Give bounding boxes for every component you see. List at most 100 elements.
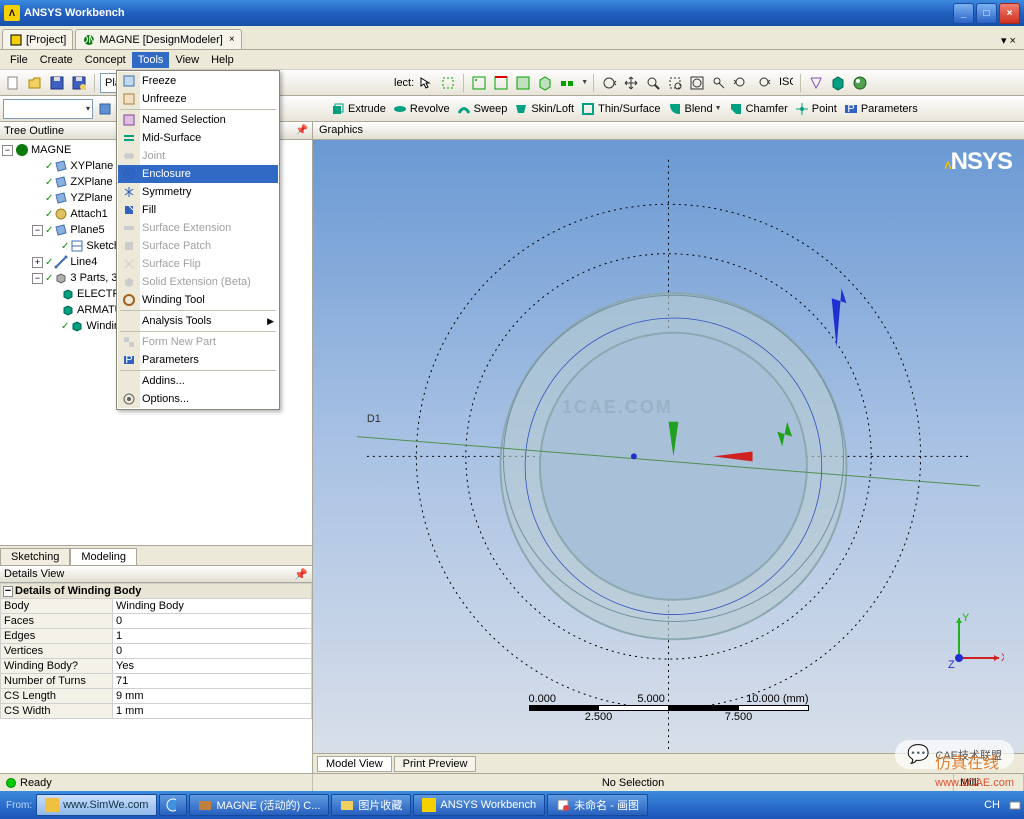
menu-concept[interactable]: Concept xyxy=(79,52,132,68)
dm-icon xyxy=(15,143,29,157)
menu-tools[interactable]: Tools xyxy=(132,52,170,68)
sel-points[interactable] xyxy=(469,73,489,93)
menu-help[interactable]: Help xyxy=(205,52,240,68)
details-row[interactable]: Winding Body?Yes xyxy=(1,659,312,674)
nextview-button[interactable] xyxy=(753,73,773,93)
view-triad[interactable]: X Y Z xyxy=(944,613,1004,673)
ime-indicator[interactable]: CH xyxy=(976,799,1008,811)
tab-project[interactable]: [Project] xyxy=(2,29,73,49)
point-button[interactable]: Point xyxy=(792,101,839,117)
iso-button[interactable]: ISO xyxy=(775,73,795,93)
pan-button[interactable] xyxy=(621,73,641,93)
tab-modelview[interactable]: Model View xyxy=(317,756,392,772)
parameters-button[interactable]: PParameters xyxy=(841,101,920,117)
sel-faces[interactable] xyxy=(513,73,533,93)
skinloft-button[interactable]: Skin/Loft xyxy=(511,101,576,117)
graphics-canvas[interactable]: ΛNSYS D1 xyxy=(313,140,1024,753)
svg-text:P: P xyxy=(125,354,132,366)
new-sketch-button[interactable] xyxy=(95,99,115,119)
zoom-button[interactable] xyxy=(643,73,663,93)
menu-view[interactable]: View xyxy=(169,52,205,68)
menu-item-unfreeze[interactable]: Unfreeze xyxy=(118,90,278,108)
tray-icon[interactable] xyxy=(1008,798,1022,812)
wireframe-button[interactable] xyxy=(850,73,870,93)
details-table[interactable]: −Details of Winding Body BodyWinding Bod… xyxy=(0,583,312,773)
select-single[interactable] xyxy=(416,73,436,93)
task-ansys[interactable]: ANSYS Workbench xyxy=(413,794,545,816)
details-row[interactable]: Faces0 xyxy=(1,614,312,629)
task-paint[interactable]: 未命名 - 画图 xyxy=(547,794,648,816)
pin-icon[interactable]: 📌 xyxy=(296,125,308,136)
thin-button[interactable]: Thin/Surface xyxy=(578,101,662,117)
menu-item-options-[interactable]: Options... xyxy=(118,390,278,408)
menu-item-enclosure[interactable]: Enclosure xyxy=(118,165,278,183)
open-button[interactable] xyxy=(25,73,45,93)
tab-printpreview[interactable]: Print Preview xyxy=(394,756,477,772)
menu-item-addins-[interactable]: Addins... xyxy=(118,372,278,390)
scale-bar: 0.000 5.000 10.000 (mm) 2.500 7.500 xyxy=(529,693,809,723)
from-label: From: xyxy=(6,800,32,811)
prevview-button[interactable] xyxy=(731,73,751,93)
shade-button[interactable] xyxy=(828,73,848,93)
lookat-button[interactable] xyxy=(709,73,729,93)
boxzoom-button[interactable] xyxy=(665,73,685,93)
task-magne[interactable]: MAGNE (活动的) C... xyxy=(189,794,329,816)
menu-item-named-selection[interactable]: Named Selection xyxy=(118,111,278,129)
chamfer-button[interactable]: Chamfer xyxy=(726,101,790,117)
menu-file[interactable]: File xyxy=(4,52,34,68)
task-ie[interactable] xyxy=(159,794,187,816)
minimize-button[interactable]: _ xyxy=(953,3,974,24)
sel-extend[interactable] xyxy=(557,73,577,93)
details-row[interactable]: Vertices0 xyxy=(1,644,312,659)
pin-icon[interactable]: 📌 xyxy=(294,568,308,580)
menu-item-symmetry[interactable]: Symmetry xyxy=(118,183,278,201)
details-row[interactable]: BodyWinding Body xyxy=(1,599,312,614)
save-button[interactable] xyxy=(47,73,67,93)
select-box[interactable] xyxy=(438,73,458,93)
tab-close-icon[interactable]: × xyxy=(229,34,235,45)
formpart-icon xyxy=(120,334,138,350)
menu-create[interactable]: Create xyxy=(34,52,79,68)
task-pictures[interactable]: 图片收藏 xyxy=(331,794,411,816)
expand-icon[interactable]: − xyxy=(32,225,43,236)
extrude-button[interactable]: Extrude xyxy=(328,101,388,117)
menu-item-fill[interactable]: Fill xyxy=(118,201,278,219)
new-button[interactable] xyxy=(3,73,23,93)
expand-icon[interactable]: − xyxy=(32,273,43,284)
tab-sketching[interactable]: Sketching xyxy=(0,548,70,565)
sketch-combo[interactable] xyxy=(3,99,93,119)
sel-edges[interactable] xyxy=(491,73,511,93)
details-row[interactable]: CS Width1 mm xyxy=(1,704,312,719)
menu-item-analysis-tools[interactable]: Analysis Tools▶ xyxy=(118,312,278,330)
expand-icon[interactable]: + xyxy=(32,257,43,268)
expand-icon[interactable]: − xyxy=(2,145,13,156)
tab-menu-icon[interactable]: ▾ × xyxy=(995,32,1022,49)
check-icon: ✓ xyxy=(61,321,69,332)
menu-item-winding-tool[interactable]: Winding Tool xyxy=(118,291,278,309)
sweep-button[interactable]: Sweep xyxy=(454,101,510,117)
tab-designmodeler[interactable]: DM MAGNE [DesignModeler] × xyxy=(75,29,241,49)
saveas-button[interactable] xyxy=(69,73,89,93)
rotate-button[interactable] xyxy=(599,73,619,93)
menu-item-freeze[interactable]: Freeze xyxy=(118,72,278,90)
app-icon: Λ xyxy=(4,5,20,21)
menu-item-parameters[interactable]: PParameters xyxy=(118,351,278,369)
tab-modeling[interactable]: Modeling xyxy=(70,548,137,565)
details-row[interactable]: Number of Turns71 xyxy=(1,674,312,689)
maximize-button[interactable]: □ xyxy=(976,3,997,24)
menu-item-mid-surface[interactable]: Mid-Surface xyxy=(118,129,278,147)
sel-dropdown-icon[interactable]: ▼ xyxy=(581,79,588,86)
display-button[interactable] xyxy=(806,73,826,93)
close-button[interactable]: × xyxy=(999,3,1020,24)
parts-icon xyxy=(54,271,68,285)
details-row[interactable]: Edges1 xyxy=(1,629,312,644)
sketch-tabs: Sketching Modeling xyxy=(0,545,312,565)
fit-button[interactable] xyxy=(687,73,707,93)
sel-bodies[interactable] xyxy=(535,73,555,93)
details-header: Details View 📌 xyxy=(0,565,312,583)
blend-button[interactable]: Blend▼ xyxy=(665,101,724,117)
details-row[interactable]: CS Length9 mm xyxy=(1,689,312,704)
check-icon: ✓ xyxy=(45,177,53,188)
revolve-button[interactable]: Revolve xyxy=(390,101,452,117)
task-simwe[interactable]: www.SimWe.com xyxy=(36,794,157,816)
